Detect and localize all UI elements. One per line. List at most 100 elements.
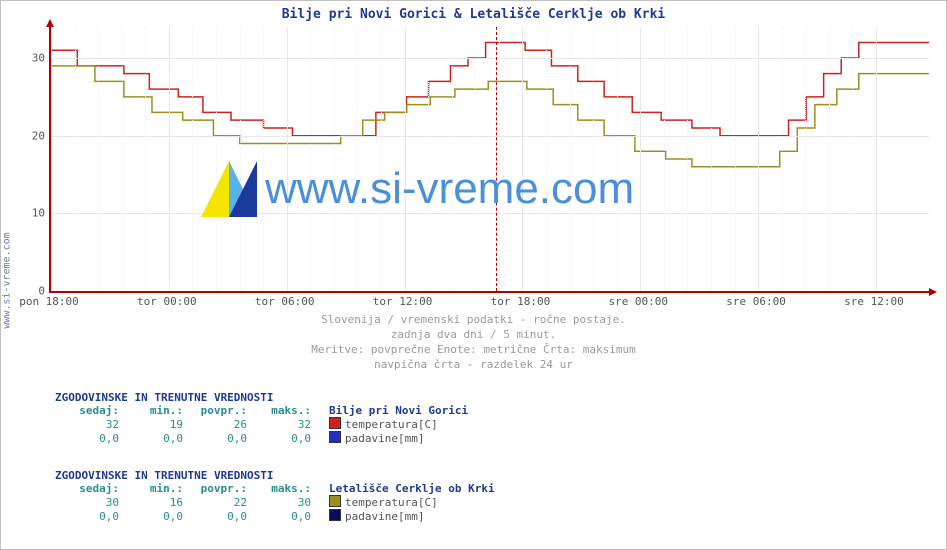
station-name: Letališče Cerklje ob Krki (329, 482, 495, 495)
stats-block-2: ZGODOVINSKE IN TRENUTNE VREDNOSTIsedaj:m… (55, 469, 495, 523)
x-tick-label: tor 00:00 (137, 295, 197, 308)
chart-plot-area (49, 27, 929, 293)
legend-item: padavine[mm] (329, 510, 424, 523)
stats-row: 30162230temperatura[C] (55, 495, 495, 509)
stats-col-headers: sedaj:min.:povpr.:maks.:Bilje pri Novi G… (55, 404, 468, 417)
minor-grid-v (192, 27, 193, 291)
stats-val: 0,0 (119, 432, 183, 445)
minor-grid-v (617, 27, 618, 291)
minor-grid-v (263, 27, 264, 291)
minor-grid-v (240, 27, 241, 291)
minor-grid-v (475, 27, 476, 291)
series-line (51, 66, 929, 167)
stats-val: 0,0 (55, 510, 119, 523)
stats-block-1: ZGODOVINSKE IN TRENUTNE VREDNOSTIsedaj:m… (55, 391, 468, 445)
subtitle-line-1: Slovenija / vremenski podatki - ročne po… (1, 313, 946, 328)
minor-grid-v (782, 27, 783, 291)
minor-grid-v (499, 27, 500, 291)
stats-val: 30 (247, 496, 311, 509)
x-tick-label: tor 12:00 (373, 295, 433, 308)
y-axis-arrow (46, 19, 54, 27)
x-tick-label: sre 06:00 (726, 295, 786, 308)
stats-val: 0,0 (247, 432, 311, 445)
stats-col-head: maks.: (247, 404, 311, 417)
minor-grid-v (75, 27, 76, 291)
stats-header: ZGODOVINSKE IN TRENUTNE VREDNOSTI (55, 469, 495, 482)
stats-val: 32 (55, 418, 119, 431)
stats-val: 0,0 (247, 510, 311, 523)
minor-grid-v (357, 27, 358, 291)
stats-val: 0,0 (183, 510, 247, 523)
minor-grid-v (735, 27, 736, 291)
minor-grid-v (145, 27, 146, 291)
y-tick-label: 10 (31, 207, 45, 220)
legend-item: temperatura[C] (329, 418, 438, 431)
day-divider (496, 27, 497, 291)
minor-grid-v (829, 27, 830, 291)
stats-val: 26 (183, 418, 247, 431)
minor-grid-v (98, 27, 99, 291)
minor-grid-v (122, 27, 123, 291)
grid-h (51, 58, 929, 59)
grid-v (405, 27, 406, 291)
stats-col-head: min.: (119, 482, 183, 495)
x-tick-label: sre 12:00 (844, 295, 904, 308)
stats-val: 16 (119, 496, 183, 509)
stats-col-headers: sedaj:min.:povpr.:maks.:Letališče Cerklj… (55, 482, 495, 495)
stats-val: 30 (55, 496, 119, 509)
subtitle-line-2: zadnja dva dni / 5 minut. (1, 328, 946, 343)
chart-lines-svg (51, 27, 929, 291)
grid-v (287, 27, 288, 291)
x-tick-label: tor 06:00 (255, 295, 315, 308)
minor-grid-v (852, 27, 853, 291)
y-tick-label: 20 (31, 129, 45, 142)
stats-row: 0,00,00,00,0padavine[mm] (55, 431, 468, 445)
x-tick-label: tor 18:00 (491, 295, 551, 308)
stats-col-head: sedaj: (55, 482, 119, 495)
minor-grid-v (381, 27, 382, 291)
stats-val: 22 (183, 496, 247, 509)
grid-v (522, 27, 523, 291)
stats-header: ZGODOVINSKE IN TRENUTNE VREDNOSTI (55, 391, 468, 404)
minor-grid-v (805, 27, 806, 291)
stats-val: 0,0 (119, 510, 183, 523)
grid-v (51, 27, 52, 291)
grid-v (758, 27, 759, 291)
stats-row: 0,00,00,00,0padavine[mm] (55, 509, 495, 523)
station-name: Bilje pri Novi Gorici (329, 404, 468, 417)
minor-grid-v (664, 27, 665, 291)
minor-grid-v (593, 27, 594, 291)
stats-row: 32192632temperatura[C] (55, 417, 468, 431)
grid-v (876, 27, 877, 291)
minor-grid-v (570, 27, 571, 291)
stats-val: 32 (247, 418, 311, 431)
x-axis-arrow (929, 288, 937, 296)
legend-swatch (329, 417, 341, 429)
minor-grid-v (711, 27, 712, 291)
stats-val: 0,0 (55, 432, 119, 445)
y-tick-label: 30 (31, 52, 45, 65)
minor-grid-v (216, 27, 217, 291)
stats-col-head: sedaj: (55, 404, 119, 417)
chart-subtitle: Slovenija / vremenski podatki - ročne po… (1, 313, 946, 372)
chart-title: Bilje pri Novi Gorici & Letališče Cerklj… (1, 7, 946, 22)
stats-col-head: min.: (119, 404, 183, 417)
grid-h (51, 213, 929, 214)
x-tick-label: sre 00:00 (608, 295, 668, 308)
grid-v (640, 27, 641, 291)
legend-item: padavine[mm] (329, 432, 424, 445)
stats-val: 19 (119, 418, 183, 431)
minor-grid-v (428, 27, 429, 291)
legend-item: temperatura[C] (329, 496, 438, 509)
grid-v (169, 27, 170, 291)
minor-grid-v (310, 27, 311, 291)
legend-swatch (329, 495, 341, 507)
stats-col-head: povpr.: (183, 482, 247, 495)
x-tick-label: pon 18:00 (19, 295, 79, 308)
grid-h (51, 136, 929, 137)
minor-grid-v (546, 27, 547, 291)
legend-swatch (329, 509, 341, 521)
minor-grid-v (687, 27, 688, 291)
minor-grid-v (452, 27, 453, 291)
stats-val: 0,0 (183, 432, 247, 445)
